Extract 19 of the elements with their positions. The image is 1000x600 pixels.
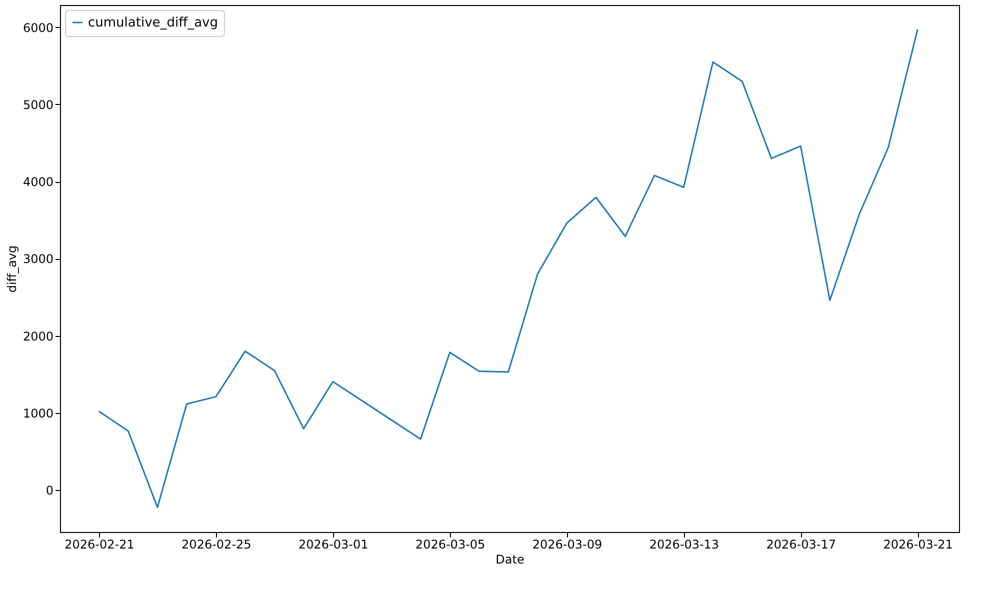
y-tick-label: 4000 bbox=[22, 175, 54, 190]
x-axis-title: Date bbox=[496, 552, 524, 566]
x-tick-label: 2026-03-01 bbox=[298, 538, 368, 552]
y-tick-label: 1000 bbox=[22, 406, 54, 420]
y-tick-label: 6000 bbox=[22, 20, 54, 35]
y-tick-label: 0 bbox=[46, 483, 54, 498]
x-tick-label: 2026-03-09 bbox=[532, 538, 602, 552]
y-tick-label: 3000 bbox=[22, 252, 54, 266]
legend-label: cumulative_diff_avg bbox=[88, 16, 218, 30]
x-tick-label: 2026-02-25 bbox=[182, 538, 252, 552]
x-tick-label: 2026-03-17 bbox=[766, 538, 836, 552]
x-tick-label: 2026-02-21 bbox=[64, 538, 134, 552]
y-tick-label: 5000 bbox=[22, 98, 54, 112]
y-axis-title: diff_avg bbox=[4, 245, 19, 293]
x-tick-label: 2026-03-13 bbox=[649, 538, 720, 552]
x-tick-label: 2026-03-05 bbox=[415, 538, 486, 552]
x-tick-label: 2026-03-21 bbox=[883, 538, 953, 552]
line-series bbox=[98, 28, 918, 508]
y-tick-label: 2000 bbox=[22, 329, 54, 344]
